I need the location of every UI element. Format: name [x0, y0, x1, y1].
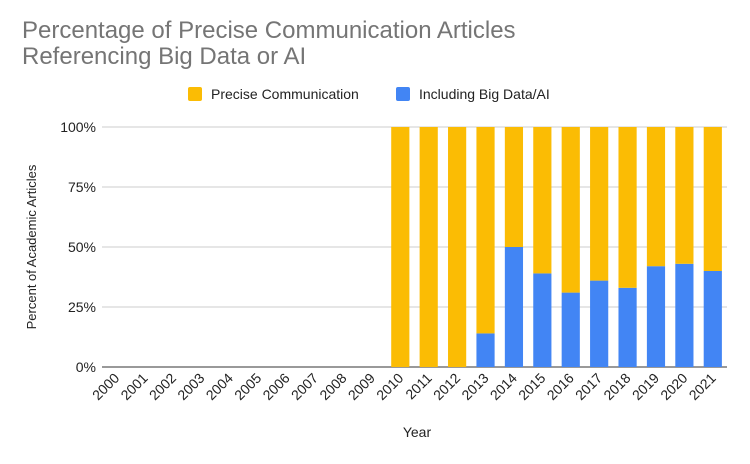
bar-precise-communication-2016[interactable]	[561, 127, 580, 293]
bar-precise-communication-2014[interactable]	[504, 127, 524, 247]
legend-label-precise-communication: Precise Communication	[211, 86, 359, 102]
y-tick-label: 0%	[76, 359, 96, 375]
x-tick-labels: 2000200120022003200420052006200720082009…	[89, 370, 719, 403]
x-tick-label: 2015	[515, 370, 548, 403]
y-tick-label: 100%	[60, 119, 96, 135]
legend-item-precise-communication[interactable]: Precise Communication	[188, 86, 359, 102]
x-tick-label: 2007	[288, 370, 321, 403]
x-tick-label: 2014	[487, 370, 520, 403]
x-tick-label: 2016	[544, 370, 577, 403]
bar-including-big-data-ai-2015[interactable]	[533, 273, 552, 367]
bar-precise-communication-2015[interactable]	[533, 127, 552, 274]
x-tick-label: 2002	[146, 370, 179, 403]
y-axis-label: Percent of Academic Articles	[24, 164, 39, 329]
bars	[391, 127, 722, 367]
y-tick-label: 50%	[68, 239, 96, 255]
x-tick-label: 2021	[686, 370, 719, 403]
x-tick-label: 2006	[259, 370, 292, 403]
x-tick-label: 2011	[402, 370, 435, 403]
bar-including-big-data-ai-2021[interactable]	[703, 271, 722, 367]
legend-label-including-big-data-ai: Including Big Data/AI	[419, 86, 550, 102]
chart-title-line-2: Referencing Big Data or AI	[22, 43, 307, 70]
x-tick-label: 2010	[373, 370, 406, 403]
chart-title: Percentage of Precise Communication Arti…	[22, 18, 516, 70]
chart-title-line-1: Percentage of Precise Communication Arti…	[22, 17, 516, 44]
x-tick-label: 2003	[174, 370, 207, 403]
bar-precise-communication-2018[interactable]	[618, 127, 637, 288]
x-tick-label: 2020	[657, 370, 690, 403]
x-tick-label: 2018	[600, 370, 633, 403]
bar-precise-communication-2021[interactable]	[703, 127, 722, 271]
bar-precise-communication-2010[interactable]	[391, 127, 410, 367]
legend-item-including-big-data-ai[interactable]: Including Big Data/AI	[396, 86, 550, 102]
y-tick-labels: 0% 25% 50% 75% 100%	[60, 119, 96, 375]
chart-legend: Precise Communication Including Big Data…	[0, 86, 750, 106]
bar-precise-communication-2019[interactable]	[646, 127, 666, 267]
x-tick-label: 2012	[430, 370, 463, 403]
bar-precise-communication-2013[interactable]	[476, 127, 495, 334]
legend-swatch-precise-communication	[188, 87, 202, 101]
bar-including-big-data-ai-2020[interactable]	[675, 263, 694, 367]
bar-including-big-data-ai-2014[interactable]	[504, 247, 524, 367]
y-tick-label: 75%	[68, 179, 96, 195]
x-tick-label: 2008	[316, 370, 349, 403]
legend-swatch-including-big-data-ai	[396, 87, 410, 101]
x-tick-label: 2013	[458, 370, 491, 403]
bar-including-big-data-ai-2019[interactable]	[646, 266, 666, 367]
x-axis-label: Year	[403, 424, 432, 440]
bar-including-big-data-ai-2017[interactable]	[590, 280, 609, 367]
bar-including-big-data-ai-2018[interactable]	[618, 287, 637, 367]
bar-including-big-data-ai-2016[interactable]	[561, 292, 580, 367]
x-tick-label: 2001	[117, 370, 150, 403]
x-tick-label: 2019	[629, 370, 662, 403]
bar-precise-communication-2012[interactable]	[448, 127, 467, 367]
x-tick-label: 2005	[231, 370, 264, 403]
bar-precise-communication-2020[interactable]	[675, 127, 694, 264]
y-tick-label: 25%	[68, 299, 96, 315]
bar-precise-communication-2011[interactable]	[419, 127, 438, 367]
x-tick-label: 2004	[203, 370, 236, 403]
bar-precise-communication-2017[interactable]	[590, 127, 609, 281]
bar-including-big-data-ai-2013[interactable]	[476, 333, 495, 367]
x-tick-label: 2009	[345, 370, 378, 403]
x-tick-label: 2017	[572, 370, 605, 403]
